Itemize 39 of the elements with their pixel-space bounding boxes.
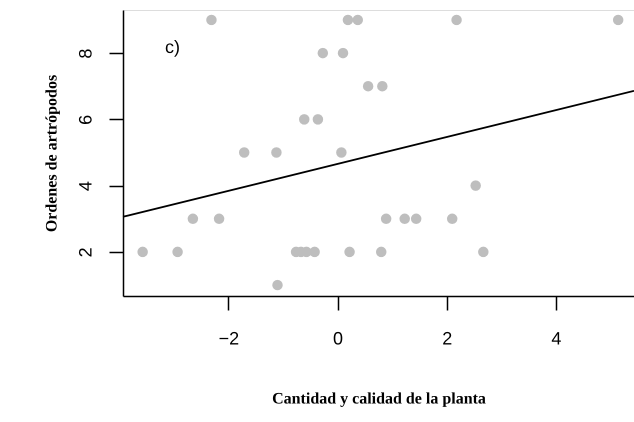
point [451, 14, 462, 26]
annotation: c) [165, 37, 180, 57]
point [172, 246, 183, 258]
y-axis-title: Ordenes de artrópodos [44, 74, 60, 232]
point [376, 246, 386, 258]
x-tick-label: −2 [218, 328, 240, 348]
y-tick-label: 2 [76, 247, 96, 258]
point [362, 80, 374, 92]
x-tick-label: 2 [442, 328, 452, 348]
y-tick-label: 8 [76, 48, 96, 59]
point [309, 246, 320, 258]
point [272, 280, 283, 290]
x-tick-label: 4 [551, 328, 562, 348]
point [377, 80, 388, 92]
point [336, 147, 347, 158]
point [206, 14, 217, 26]
y-tick-label: 4 [76, 181, 96, 192]
point [137, 246, 148, 258]
point [344, 246, 355, 258]
point [399, 214, 410, 224]
point [342, 14, 354, 26]
point [312, 114, 324, 125]
point [318, 48, 328, 58]
point [238, 147, 250, 158]
point [352, 14, 363, 26]
point [446, 214, 458, 224]
point [470, 180, 481, 191]
point [380, 214, 392, 224]
x-axis-title: Cantidad y calidad de la planta [272, 390, 486, 408]
point [188, 214, 198, 224]
point [299, 114, 310, 125]
point [478, 246, 489, 258]
point [214, 214, 224, 224]
y-tick-label: 6 [76, 114, 96, 125]
point [338, 48, 348, 58]
point [271, 147, 282, 158]
point [410, 214, 422, 224]
point [612, 14, 624, 26]
x-tick-label: 0 [333, 328, 344, 348]
